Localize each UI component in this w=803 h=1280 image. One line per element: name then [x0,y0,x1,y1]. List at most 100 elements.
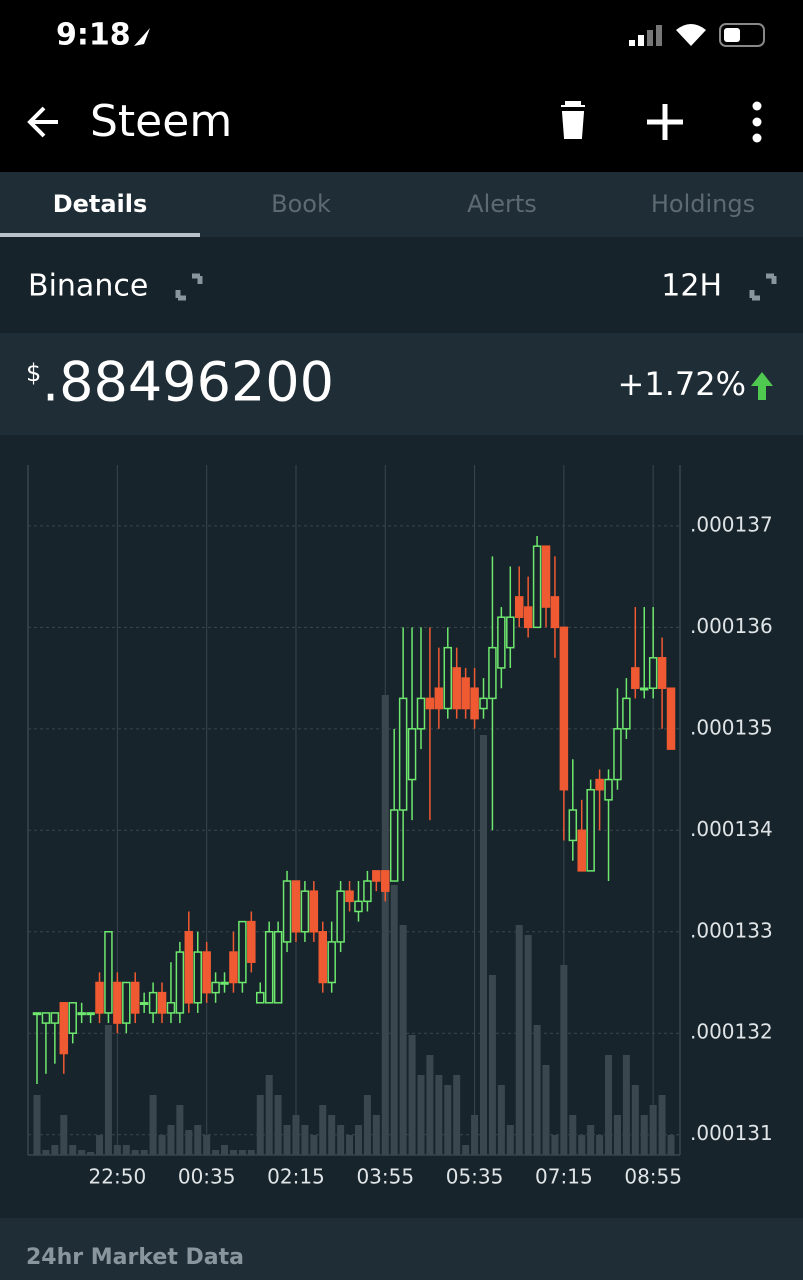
tab[interactable]: Book [271,190,331,218]
volume-bar [328,1115,336,1155]
candle-body [354,900,363,913]
volume-bar [462,1145,470,1155]
candle-body [86,1012,95,1016]
volume-bar [542,1065,550,1155]
candle-body [666,687,676,750]
candle-body [568,809,578,842]
interval-label[interactable]: 12H [661,269,722,304]
x-tick-label: 05:35 [446,1165,504,1189]
volume-bar [96,1135,104,1155]
y-tick-label: .000135 [690,715,773,739]
candle-body [559,626,569,791]
volume-bar [399,925,407,1155]
candle-body [604,778,613,801]
candle-body [523,606,533,629]
tab[interactable]: Details [53,190,148,218]
volume-bar [363,1095,371,1155]
status-time: 9:18 [56,18,131,53]
volume-bar [194,1125,202,1155]
candle-body [59,1002,69,1055]
volume-bar [551,1135,559,1155]
candle-body [256,991,265,1004]
candle-body [657,657,667,689]
back-button[interactable] [27,106,58,138]
x-tick-label: 07:15 [535,1165,593,1189]
candle-body [130,981,140,1014]
candle-body [157,991,167,1014]
candle-body [122,981,131,1024]
volume-bar [238,1150,246,1155]
footer-title: 24hr Market Data [26,1245,244,1270]
battery-level [724,28,740,42]
exchange-label[interactable]: Binance [28,269,148,304]
candle-body [220,981,229,985]
candle-body [95,981,104,1014]
expand-icon[interactable] [175,273,203,301]
candle-body [639,687,649,691]
volume-bar [104,1025,112,1155]
volume-bar [578,1135,586,1155]
candle-body [193,951,202,1004]
volume-bar [176,1105,184,1155]
candle-body [488,646,497,700]
candle-body [443,646,453,710]
exchange-row [0,237,803,333]
candle-body [282,880,292,943]
candle-body [514,596,524,618]
volume-bar [631,1085,639,1155]
volume-bar [212,1150,220,1155]
volume-bar [33,1095,41,1155]
up-arrow [751,372,773,400]
x-tick-label: 08:55 [624,1165,682,1189]
price-row [0,333,803,435]
volume-bar [78,1150,86,1155]
volume-bar [265,1075,273,1155]
candle-body [363,880,372,903]
candle-body [32,1012,42,1016]
y-tick-label: .000137 [690,512,773,536]
candle-body [470,687,479,720]
y-tick-label: .000134 [690,817,773,841]
footer-bar [0,1218,803,1280]
volume-bar [658,1095,666,1155]
volume-bar [515,925,523,1155]
candle-body [345,890,354,903]
add-button[interactable] [647,104,683,140]
y-tick-label: .000136 [690,614,773,638]
tab[interactable]: Alerts [467,190,537,218]
candle-body [211,981,220,994]
candle-body [238,920,247,984]
volume-bar [60,1115,68,1155]
volume-bar [524,935,532,1155]
volume-bar [569,1115,577,1155]
volume-bar [667,1135,675,1155]
signal-icon [629,25,662,46]
volume-bar [158,1135,166,1155]
price-currency: $ [26,359,41,387]
candle-body [479,697,488,710]
x-tick-label: 03:55 [356,1165,414,1189]
price-value: .88496200 [42,351,334,414]
candle-body [586,788,595,872]
candle-body [291,880,301,933]
volume-bar [283,1125,291,1155]
candle-body [622,697,631,730]
candle-body [273,931,283,1004]
wifi-icon [676,24,706,46]
menu-button[interactable] [752,101,762,143]
volume-bar [488,975,496,1155]
delete-button[interactable] [561,101,585,139]
expand-icon[interactable] [749,273,777,301]
volume-bar [587,1125,595,1155]
header-title: Steem [90,96,232,147]
volume-bar [354,1125,362,1155]
candle-body [247,920,256,963]
y-tick-label: .000133 [690,918,773,942]
x-tick-label: 22:50 [89,1165,147,1189]
x-tick-label: 00:35 [178,1165,236,1189]
y-tick-label: .000131 [690,1121,773,1145]
tab[interactable]: Holdings [651,190,755,218]
volume-bar [131,1150,139,1155]
candle-body [648,657,658,689]
volume-bar [69,1145,77,1155]
